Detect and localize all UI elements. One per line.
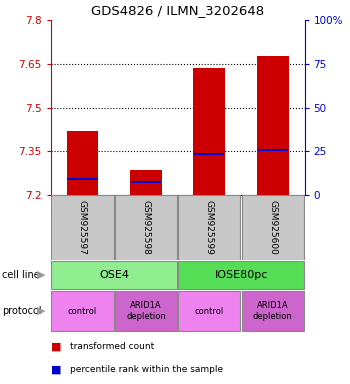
Text: percentile rank within the sample: percentile rank within the sample bbox=[70, 365, 223, 374]
Text: ▶: ▶ bbox=[37, 306, 45, 316]
Text: ▶: ▶ bbox=[37, 270, 45, 280]
Text: ■: ■ bbox=[51, 364, 61, 374]
Text: GSM925600: GSM925600 bbox=[268, 200, 277, 255]
Text: ARID1A
depletion: ARID1A depletion bbox=[126, 301, 166, 321]
Bar bbox=[257, 56, 289, 195]
Text: GSM925597: GSM925597 bbox=[78, 200, 87, 255]
Bar bbox=[51, 291, 113, 331]
Text: control: control bbox=[68, 306, 97, 316]
Bar bbox=[66, 131, 98, 195]
Bar bbox=[242, 291, 304, 331]
Bar bbox=[131, 181, 161, 183]
Bar bbox=[68, 178, 98, 180]
Bar bbox=[242, 195, 304, 260]
Title: GDS4826 / ILMN_3202648: GDS4826 / ILMN_3202648 bbox=[91, 5, 264, 17]
Text: cell line: cell line bbox=[2, 270, 40, 280]
Bar bbox=[178, 195, 240, 260]
Text: GSM925598: GSM925598 bbox=[141, 200, 150, 255]
Text: ■: ■ bbox=[51, 341, 61, 352]
Bar bbox=[194, 153, 224, 155]
Text: ARID1A
depletion: ARID1A depletion bbox=[253, 301, 293, 321]
Bar bbox=[258, 149, 288, 151]
Bar bbox=[115, 195, 177, 260]
Bar bbox=[194, 68, 225, 195]
Text: control: control bbox=[195, 306, 224, 316]
Bar bbox=[178, 261, 304, 289]
Bar bbox=[51, 195, 113, 260]
Text: protocol: protocol bbox=[2, 306, 41, 316]
Bar bbox=[51, 261, 177, 289]
Text: transformed count: transformed count bbox=[70, 342, 154, 351]
Text: OSE4: OSE4 bbox=[99, 270, 129, 280]
Text: IOSE80pc: IOSE80pc bbox=[214, 270, 268, 280]
Bar bbox=[178, 291, 240, 331]
Text: GSM925599: GSM925599 bbox=[205, 200, 214, 255]
Bar bbox=[130, 170, 162, 195]
Bar bbox=[115, 291, 177, 331]
